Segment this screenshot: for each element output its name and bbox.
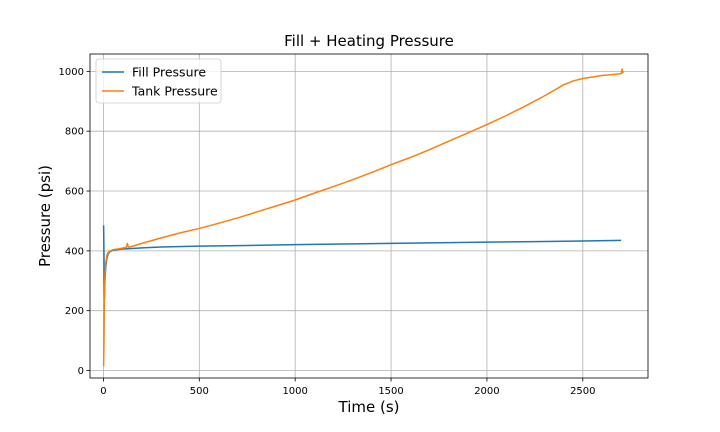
chart-title: Fill + Heating Pressure <box>284 32 454 50</box>
x-axis-label: Time (s) <box>338 398 400 416</box>
x-tick-label-2: 1000 <box>282 386 307 397</box>
y-tick-label-1: 200 <box>65 306 84 317</box>
axis-ticks: 0 500 1000 1500 2000 2500 0 200 400 600 800 1000 <box>59 67 596 397</box>
y-tick-label-2: 400 <box>65 246 84 257</box>
y-tick-label-4: 800 <box>65 127 84 138</box>
y-tick-label-0: 0 <box>78 366 84 377</box>
x-tick-label-5: 2500 <box>570 386 595 397</box>
x-tick-label-4: 2000 <box>474 386 499 397</box>
series-line-tank-pressure <box>102 68 624 367</box>
y-axis-label: Pressure (psi) <box>36 165 54 267</box>
legend-label-tank-pressure: Tank Pressure <box>131 84 218 99</box>
grid <box>90 54 648 378</box>
legend-box <box>95 58 222 104</box>
x-tick-label-3: 1500 <box>378 386 403 397</box>
legend: Fill Pressure Tank Pressure <box>95 58 222 104</box>
y-tick-label-3: 600 <box>65 187 84 198</box>
plot-frame <box>89 53 649 379</box>
x-tick-label-0: 0 <box>100 386 106 397</box>
x-tick-label-1: 500 <box>190 386 209 397</box>
y-tick-label-5: 1000 <box>59 67 84 78</box>
plot-lines <box>102 68 624 367</box>
legend-label-fill-pressure: Fill Pressure <box>132 65 206 80</box>
